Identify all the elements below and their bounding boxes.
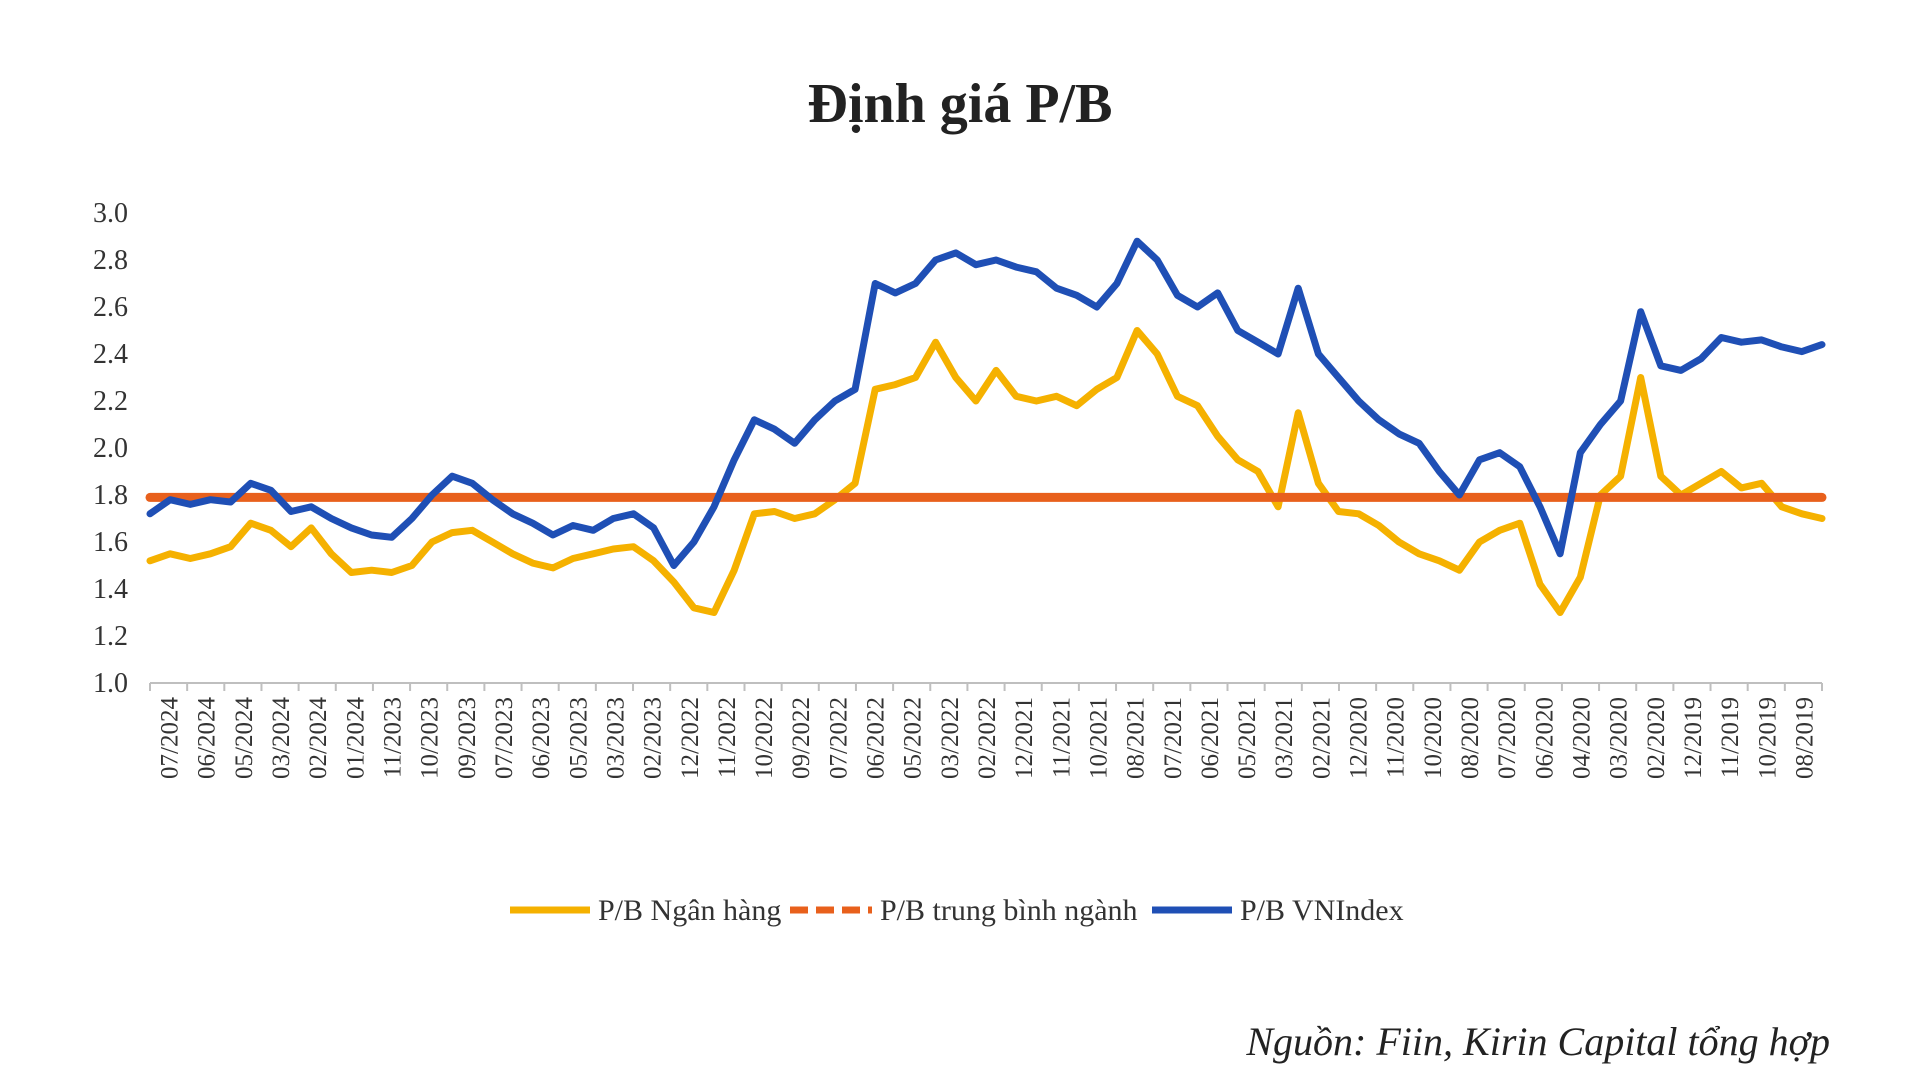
x-tick-label: 06/2021 [1197,697,1224,779]
series-layer [145,237,1827,616]
x-tick-label: 01/2024 [342,697,369,779]
y-tick-label: 1.4 [93,574,128,605]
legend-label-pb-trung-binh-nganh: P/B trung bình ngành [880,894,1138,927]
x-tick-label: 12/2019 [1680,697,1707,779]
x-tick-label: 12/2022 [677,697,704,779]
x-tick-label: 10/2021 [1085,697,1112,779]
y-tick-label: 2.2 [93,386,128,417]
y-tick-label: 3.0 [93,198,128,229]
x-tick-label: 06/2020 [1531,697,1558,779]
y-tick-label: 2.0 [93,433,128,464]
x-tick-label: 05/2023 [565,697,592,779]
x-tick-label: 09/2023 [454,697,481,779]
y-axis: 3.0 2.8 2.6 2.4 2.2 2.0 1.8 1.6 1.4 1.2 1.0 [93,198,128,699]
legend-label-pb-ngan-hang: P/B Ngân hàng [598,894,781,927]
x-tick-label: 05/2021 [1234,697,1261,779]
x-tick-label: 08/2021 [1123,697,1150,779]
x-axis: 07/2024 06/2024 05/2024 03/2024 02/2024 01/20… [149,682,1823,779]
x-tick-label: 06/2024 [194,697,221,779]
y-tick-label: 1.8 [93,480,128,511]
x-tick-label: 03/2024 [268,697,295,779]
x-tick-label: 12/2021 [1011,697,1038,779]
x-tick-label: 03/2023 [602,697,629,779]
x-tick-label: 11/2020 [1383,697,1410,778]
x-tick-label: 10/2020 [1420,697,1447,779]
x-tick-label: 02/2022 [974,697,1001,779]
x-tick-label: 07/2024 [157,697,184,779]
x-tick-label: 05/2024 [231,697,258,779]
x-tick-label: 02/2023 [640,697,667,779]
y-tick-label: 2.6 [93,292,128,323]
x-tick-label: 10/2023 [417,697,444,779]
series-line-pb-ngan-hang [146,327,1826,616]
x-tick-label: 02/2021 [1308,697,1335,779]
x-tick-label: 05/2022 [900,697,927,779]
x-tick-label: 12/2020 [1346,697,1373,779]
y-tick-label: 2.4 [93,339,128,370]
x-tick-label: 10/2022 [751,697,778,779]
x-tick-label: 02/2020 [1643,697,1670,779]
x-tick-label: 06/2022 [863,697,890,779]
x-tick-label: 06/2023 [528,697,555,779]
y-tick-label: 1.0 [93,668,128,699]
chart-title: Định giá P/B [808,73,1113,135]
x-tick-label: 04/2020 [1568,697,1595,779]
x-tick-label: 11/2021 [1048,697,1075,778]
x-tick-label: 03/2022 [937,697,964,779]
y-tick-label: 1.2 [93,621,128,652]
x-tick-label: 07/2023 [491,697,518,779]
x-tick-label: 11/2022 [714,697,741,778]
x-tick-label: 07/2020 [1494,697,1521,779]
x-tick-label: 07/2022 [825,697,852,779]
source-note: Nguồn: Fiin, Kirin Capital tổng hợp [1245,1019,1830,1064]
x-tick-label: 11/2023 [380,697,407,778]
y-tick-label: 1.6 [93,527,128,558]
x-tick-label: 11/2019 [1717,697,1744,778]
x-tick-label: 03/2021 [1271,697,1298,779]
x-tick-label: 08/2020 [1457,697,1484,779]
x-tick-label: 08/2019 [1791,697,1818,779]
legend: P/B Ngân hàng P/B trung bình ngành P/B V… [510,894,1404,927]
x-tick-label: 10/2019 [1754,697,1781,779]
x-tick-label: 07/2021 [1160,697,1187,779]
y-tick-label: 2.8 [93,245,128,276]
x-tick-label: 02/2024 [305,697,332,779]
x-tick-label: 09/2022 [788,697,815,779]
x-tick-label: 03/2020 [1606,697,1633,779]
series-line-pb-vnindex [146,237,1826,569]
legend-label-pb-vnindex: P/B VNIndex [1240,894,1404,927]
